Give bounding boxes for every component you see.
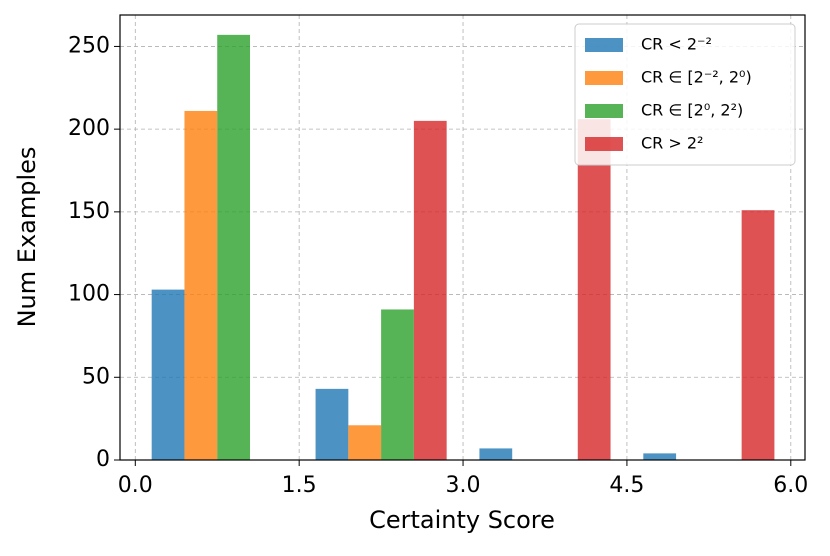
y-tick-label: 100: [68, 282, 110, 307]
x-tick-label: 6.0: [773, 473, 808, 498]
legend-box: [574, 23, 796, 166]
y-tick-label: 0: [96, 447, 110, 472]
legend-label: CR > 2²: [641, 134, 703, 153]
legend-label: CR ∈ [2⁰, 2²): [641, 101, 743, 120]
legend-swatch: [585, 104, 623, 118]
x-tick-label: 0.0: [118, 473, 153, 498]
bar: [413, 120, 447, 461]
plot-frame: [119, 14, 806, 461]
x-axis-label: Certainty Score: [369, 506, 555, 534]
bar: [151, 289, 185, 460]
bar: [741, 210, 775, 460]
legend-label: CR ∈ [2⁻², 2⁰): [641, 68, 752, 87]
x-tick-label: 4.5: [609, 473, 644, 498]
y-axis-label: Num Examples: [13, 147, 41, 328]
y-tick-label: 250: [68, 33, 110, 58]
legend: CR < 2⁻² CR ∈ [2⁻², 2⁰) CR ∈ [2⁰, 2²) CR > …: [574, 23, 796, 166]
legend-label: CR < 2⁻²: [641, 35, 712, 54]
bar: [348, 425, 382, 460]
bar: [643, 453, 677, 460]
x-tick-label: 1.5: [282, 473, 317, 498]
bar: [479, 448, 513, 460]
bar: [381, 309, 414, 460]
bar: [577, 119, 611, 460]
bar: [184, 110, 218, 461]
y-tick-label: 200: [68, 116, 110, 141]
legend-swatch: [585, 38, 623, 52]
x-tick-label: 3.0: [446, 473, 481, 498]
legend-swatch: [585, 137, 623, 151]
legend-swatch: [585, 71, 623, 85]
y-tick-label: 150: [68, 199, 110, 224]
bar: [217, 34, 251, 461]
y-tick-label: 50: [82, 364, 110, 389]
bar: [315, 388, 349, 460]
